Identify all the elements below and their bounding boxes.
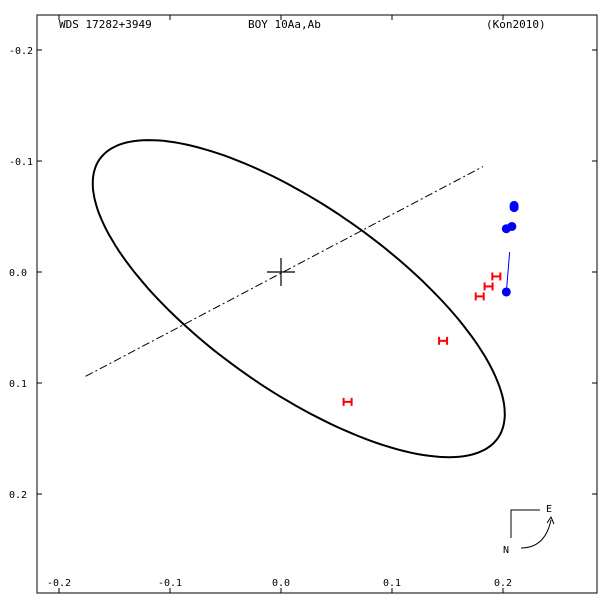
plot-frame bbox=[36, 14, 598, 594]
north-axis bbox=[510, 509, 540, 538]
observation-point bbox=[501, 287, 511, 297]
observation-point bbox=[438, 336, 449, 345]
header-center: BOY 10Aa,Ab bbox=[248, 18, 321, 31]
y-tick-label: 0.0 bbox=[9, 268, 27, 279]
observation-point bbox=[501, 224, 511, 234]
east-label: E bbox=[546, 504, 552, 515]
x-tick-label: 0.2 bbox=[494, 578, 512, 589]
observation-point bbox=[509, 203, 519, 213]
x-tick-label: -0.1 bbox=[158, 578, 182, 589]
observation-point bbox=[342, 397, 353, 406]
north-label: N bbox=[503, 545, 509, 556]
rotation-arrow-icon bbox=[520, 519, 552, 549]
y-tick-label: -0.2 bbox=[9, 46, 33, 57]
observation-point bbox=[491, 272, 502, 281]
header-right: (Kon2010) bbox=[486, 18, 546, 31]
observation-markers bbox=[342, 200, 519, 406]
x-tick-label: 0.0 bbox=[272, 578, 290, 589]
residual-lines bbox=[505, 251, 511, 293]
observation-point bbox=[474, 292, 485, 301]
primary-star-marker bbox=[267, 258, 295, 286]
orbit-ellipse bbox=[91, 139, 506, 459]
orientation-indicator: E N bbox=[503, 504, 555, 556]
y-tick-label: 0.1 bbox=[9, 379, 27, 390]
arrow-head-icon bbox=[546, 515, 555, 525]
x-axis-ticks: -0.2 -0.1 0.0 0.1 0.2 bbox=[47, 15, 512, 593]
x-tick-label: 0.1 bbox=[383, 578, 401, 589]
y-tick-label: -0.1 bbox=[9, 157, 33, 168]
y-axis-ticks: -0.2 -0.1 0.0 0.1 0.2 bbox=[9, 46, 597, 501]
y-tick-label: 0.2 bbox=[9, 490, 27, 501]
observation-point bbox=[483, 282, 494, 291]
header-left: WDS 17282+3949 bbox=[59, 18, 152, 31]
residual-line bbox=[505, 251, 511, 293]
x-tick-label: -0.2 bbox=[47, 578, 71, 589]
